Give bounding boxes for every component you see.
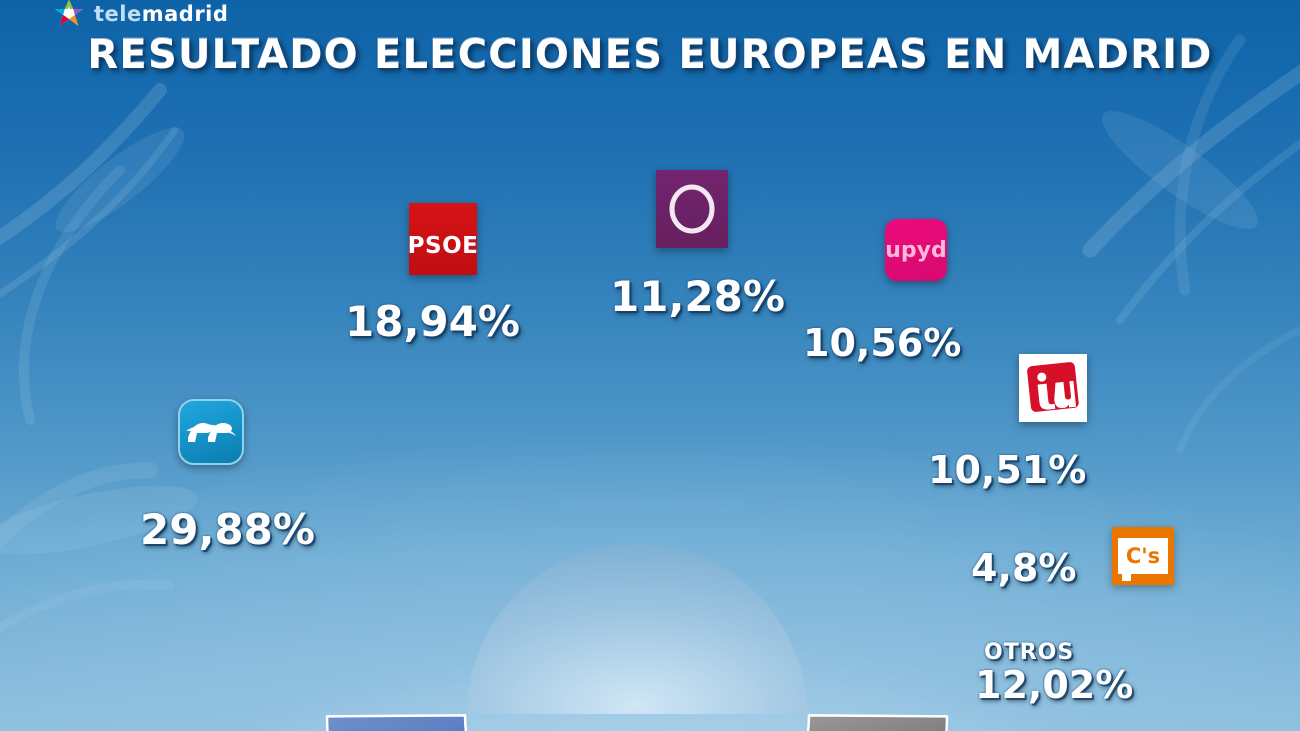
psoe-logo: PSOE xyxy=(407,203,479,275)
cs-speech-bubble-icon: C's xyxy=(1118,538,1168,581)
pp-logo xyxy=(178,399,244,465)
cs-percentage: 4,8% xyxy=(971,546,1077,590)
upyd-percentage: 10,56% xyxy=(803,321,962,365)
upyd-logo: upyd xyxy=(885,219,947,281)
cs-logo-text: C's xyxy=(1125,544,1161,568)
donut-inner-hole xyxy=(467,544,807,714)
pp-gull-icon xyxy=(186,423,236,442)
upyd-logo-text: upyd xyxy=(885,237,947,263)
podemos-percentage: 11,28% xyxy=(610,272,785,321)
otros-label: OTROS xyxy=(984,640,1075,665)
iu-percentage: 10,51% xyxy=(928,448,1087,492)
telemadrid-logo: telemadrid xyxy=(52,0,228,30)
brand-name: telemadrid xyxy=(94,2,228,26)
podemos-circle-icon xyxy=(669,184,715,234)
iu-logo xyxy=(1019,354,1087,422)
psoe-logo-text: PSOE xyxy=(407,233,479,259)
psoe-percentage: 18,94% xyxy=(345,297,520,346)
donut-slice-pp xyxy=(325,714,468,731)
otros-percentage: 12,02% xyxy=(975,663,1134,707)
iu-mark-icon xyxy=(1027,362,1079,412)
donut-slice-otros xyxy=(806,714,949,731)
podemos-logo xyxy=(656,170,728,248)
telemadrid-star-icon xyxy=(52,0,86,30)
pp-percentage: 29,88% xyxy=(140,505,315,554)
cs-logo: C's xyxy=(1112,527,1174,585)
brand-name-prefix: tele xyxy=(94,2,142,26)
results-half-donut-chart xyxy=(242,294,1032,731)
page-title: RESULTADO ELECCIONES EUROPEAS EN MADRID xyxy=(87,32,1213,78)
brand-name-suffix: madrid xyxy=(141,2,229,26)
